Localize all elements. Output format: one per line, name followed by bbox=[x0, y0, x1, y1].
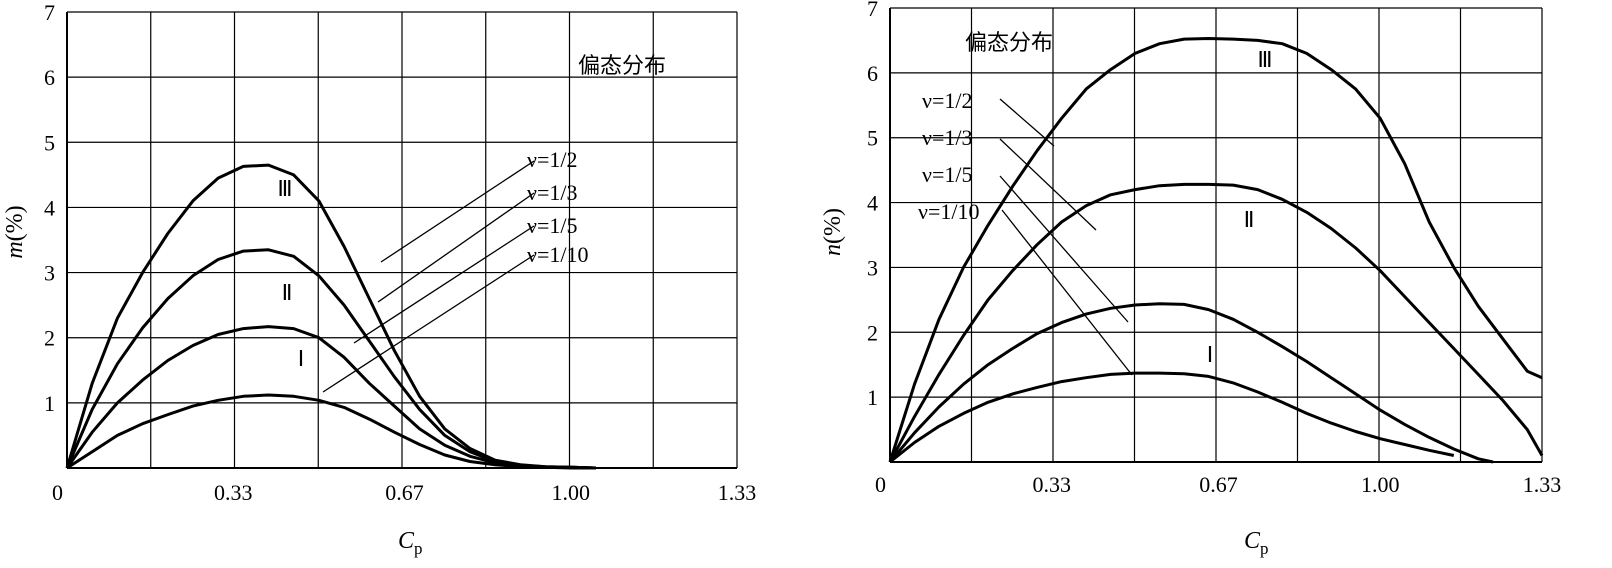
right-curves bbox=[888, 37, 1544, 464]
right-series-leader-line bbox=[999, 175, 1129, 323]
left-series-leader-line bbox=[353, 225, 535, 344]
left-curves bbox=[65, 163, 596, 470]
right-y-tick-label: 5 bbox=[867, 126, 878, 151]
left-series-numeral: Ⅱ bbox=[282, 280, 293, 305]
left-series-leader-line bbox=[322, 254, 535, 393]
left-annotation: 偏态分布 bbox=[578, 54, 666, 79]
right-x-axis-label: Cp bbox=[1244, 528, 1269, 558]
right-y-tick-label: 7 bbox=[867, 0, 878, 21]
left-grid bbox=[66, 11, 738, 469]
left-series-label: ν=1/10 bbox=[527, 242, 588, 267]
right-series-line-1 bbox=[888, 37, 1543, 463]
right-y-tick-label: 2 bbox=[867, 320, 878, 345]
left-x-tick-label: 1.33 bbox=[718, 480, 757, 505]
left-y-tick-label: 7 bbox=[44, 0, 55, 25]
right-annotation: 偏态分布 bbox=[965, 31, 1053, 56]
right-legend-leaders bbox=[999, 98, 1133, 376]
left-y-tick-label: 2 bbox=[44, 326, 55, 351]
right-series-leader-line bbox=[999, 98, 1055, 147]
right-chart-panel: 偏态分布 Cp n(%) 0 0.33 0.67 1.00 1.33 1 2 3 4 5 6 7 Ⅲν=… bbox=[820, 0, 1561, 558]
left-legend-leaders bbox=[322, 160, 535, 393]
left-series-label: ν=1/2 bbox=[527, 147, 577, 172]
left-x-tick-label: 0.67 bbox=[385, 480, 424, 505]
right-y-tick-label: 4 bbox=[867, 191, 878, 216]
right-series-numeral: Ⅰ bbox=[1207, 342, 1214, 367]
left-series-line-4 bbox=[66, 393, 596, 470]
left-series-label: ν=1/5 bbox=[527, 213, 577, 238]
left-y-tick-label: 3 bbox=[44, 261, 55, 286]
right-y-axis-label-unit: (%) bbox=[820, 208, 846, 244]
right-series-line-3 bbox=[888, 302, 1494, 464]
left-y-tick-label: 1 bbox=[44, 391, 55, 416]
right-series-numeral: Ⅲ bbox=[1257, 47, 1272, 72]
left-y-tick-label: 4 bbox=[44, 195, 55, 220]
right-grid bbox=[889, 7, 1543, 463]
left-x-axis-label-main: C bbox=[398, 528, 415, 554]
left-y-tick-label: 6 bbox=[44, 65, 55, 90]
left-y-axis-label: m(%) bbox=[2, 205, 28, 258]
right-series-label: ν=1/10 bbox=[918, 199, 979, 224]
right-x-axis-label-main: C bbox=[1244, 528, 1261, 554]
right-x-tick-label: 0.67 bbox=[1199, 472, 1238, 497]
right-y-tick-label: 1 bbox=[867, 385, 878, 410]
left-x-tick-label: 1.00 bbox=[552, 480, 591, 505]
left-series-label: ν=1/3 bbox=[527, 180, 577, 205]
left-y-axis-label-unit: (%) bbox=[2, 205, 28, 241]
right-series-numeral: Ⅱ bbox=[1244, 207, 1255, 232]
left-series-numeral: Ⅲ bbox=[277, 176, 292, 201]
left-series-numeral: Ⅰ bbox=[298, 346, 305, 371]
left-x-axis-label-sub: p bbox=[414, 539, 423, 558]
right-series-line-4 bbox=[889, 371, 1455, 464]
right-y-axis-label: n(%) bbox=[820, 208, 846, 256]
left-series-leader-line bbox=[380, 160, 535, 263]
left-y-axis-label-main: m bbox=[2, 241, 28, 258]
right-series-leader-line bbox=[999, 138, 1097, 231]
right-series-line-2 bbox=[888, 182, 1544, 463]
right-x-tick-label: 1.33 bbox=[1523, 472, 1562, 497]
right-y-tick-label: 6 bbox=[867, 61, 878, 86]
right-y-axis-label-main: n bbox=[820, 244, 846, 256]
left-y-tick-label: 5 bbox=[44, 130, 55, 155]
right-x-tick-label: 1.00 bbox=[1361, 472, 1400, 497]
right-y-tick-label: 3 bbox=[867, 255, 878, 280]
right-series-label: ν=1/5 bbox=[922, 162, 972, 187]
left-series-line-3 bbox=[65, 325, 596, 470]
right-series-label: ν=1/3 bbox=[922, 125, 972, 150]
right-x-axis-label-sub: p bbox=[1260, 539, 1269, 558]
right-x-tick-label: 0 bbox=[875, 472, 886, 497]
left-x-axis-label: Cp bbox=[398, 528, 423, 558]
left-chart-panel: 偏态分布 Cp m(%) 0 0.33 0.67 1.00 1.33 1 2 3 4 5 6 7 Ⅲν=… bbox=[2, 0, 756, 558]
left-series-line-2 bbox=[65, 248, 596, 470]
right-series-label: ν=1/2 bbox=[922, 88, 972, 113]
left-x-tick-label: 0.33 bbox=[214, 480, 253, 505]
right-x-tick-label: 0.33 bbox=[1033, 472, 1072, 497]
right-series-leader-line bbox=[1001, 209, 1133, 376]
left-series-leader-line bbox=[377, 192, 535, 303]
left-x-tick-label: 0 bbox=[52, 480, 63, 505]
